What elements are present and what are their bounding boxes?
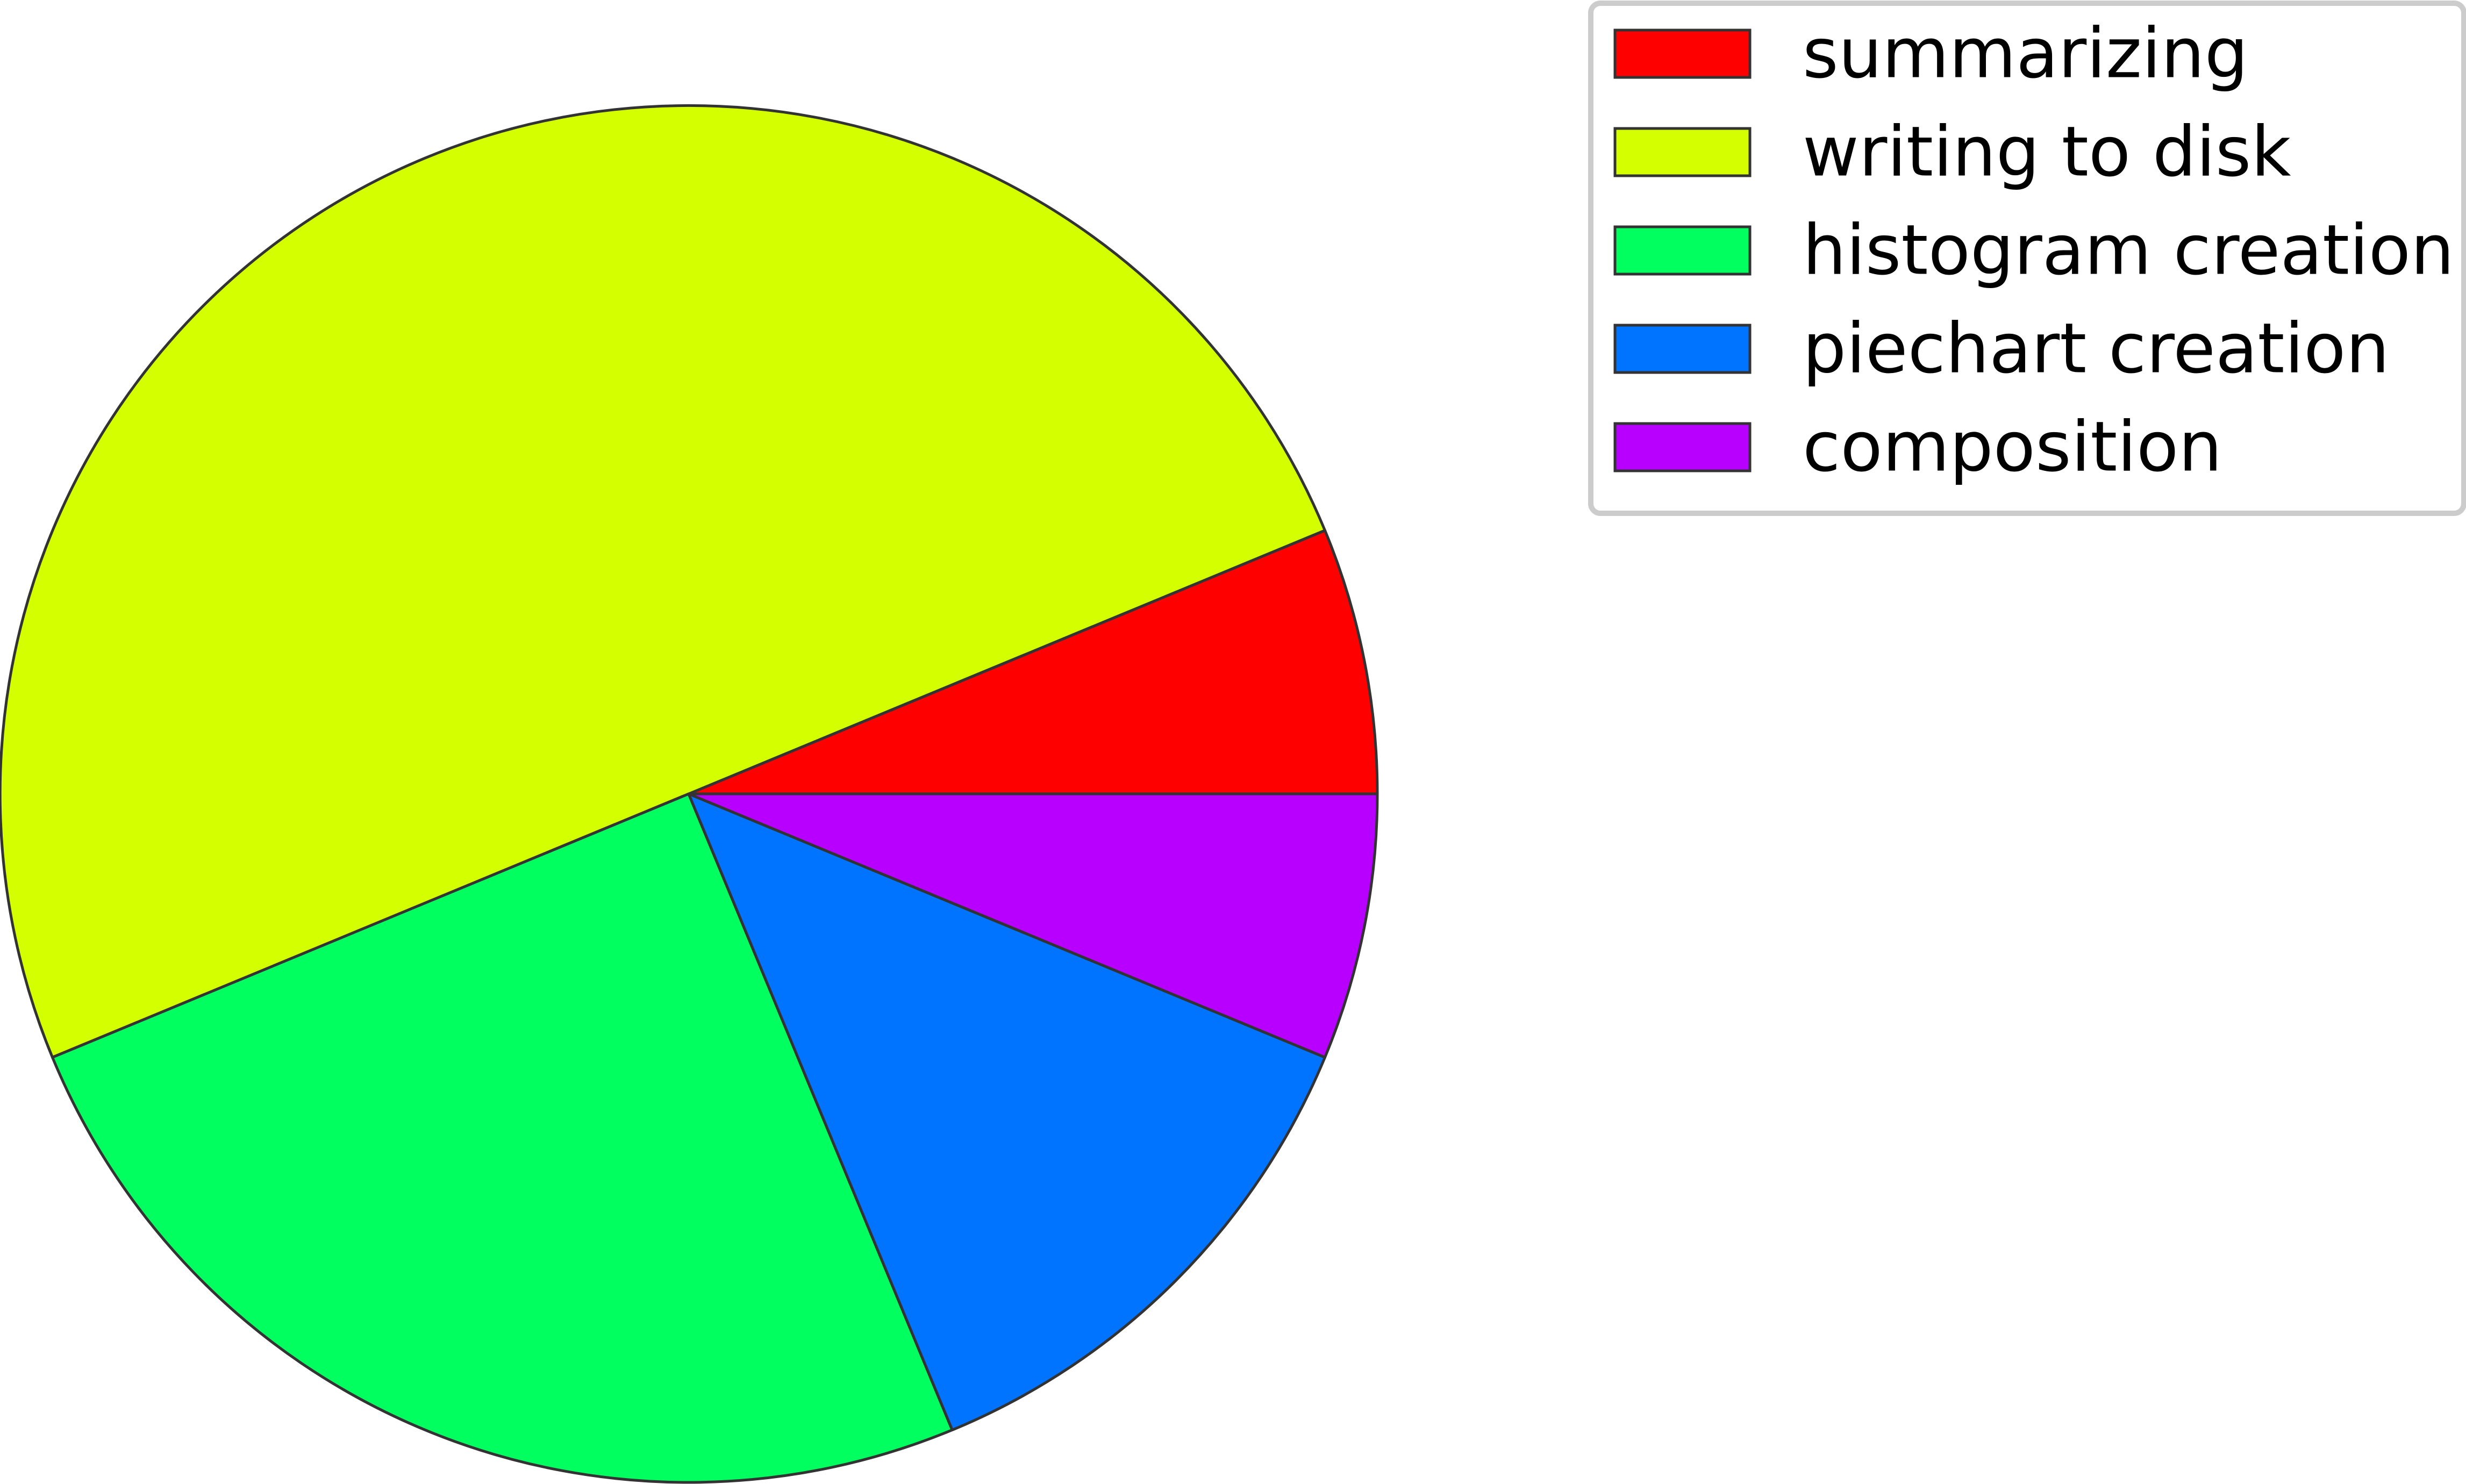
pie-slice-summarizing bbox=[687, 529, 1379, 795]
legend-label: piechart creation bbox=[1803, 309, 2390, 389]
legend-frame bbox=[1588, 1, 2466, 516]
legend-swatch bbox=[1613, 127, 1752, 177]
legend-swatch bbox=[1613, 422, 1752, 472]
legend-item: piechart creation bbox=[1613, 309, 2390, 389]
pie-slice-histogram-creation bbox=[51, 792, 954, 1484]
legend-swatch bbox=[1613, 28, 1752, 79]
legend-label: histogram creation bbox=[1803, 211, 2454, 291]
pie-slice-writing-to-disk bbox=[0, 104, 1326, 1059]
legend-label: writing to disk bbox=[1803, 112, 2291, 192]
legend: summarizing writing to disk histogram crea… bbox=[1588, 1, 2466, 516]
pie-slice-composition bbox=[687, 792, 1379, 1059]
legend-item: composition bbox=[1613, 407, 2222, 488]
legend-item: histogram creation bbox=[1613, 211, 2454, 291]
legend-swatch bbox=[1613, 324, 1752, 374]
pie-slices bbox=[0, 104, 1379, 1484]
legend-label: summarizing bbox=[1803, 14, 2248, 94]
legend-items: summarizing writing to disk histogram crea… bbox=[1613, 14, 2454, 488]
pie-slice-piechart-creation bbox=[687, 792, 1326, 1431]
legend-item: summarizing bbox=[1613, 14, 2248, 94]
legend-swatch bbox=[1613, 225, 1752, 276]
legend-item: writing to disk bbox=[1613, 112, 2291, 192]
legend-label: composition bbox=[1803, 407, 2222, 488]
